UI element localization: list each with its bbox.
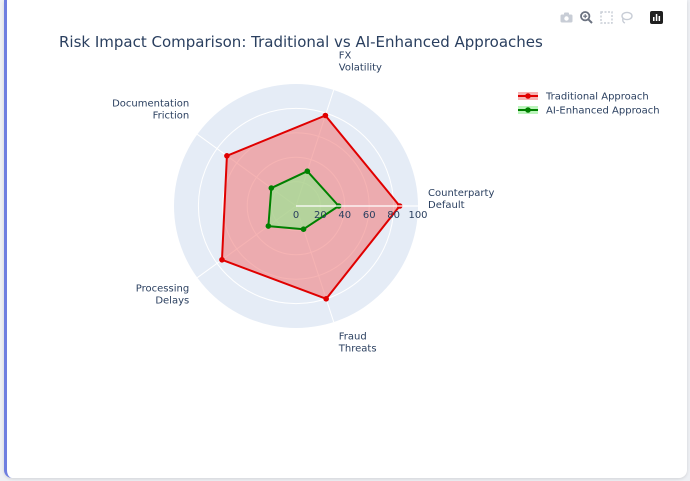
radial-tick-label: 0	[293, 210, 299, 221]
chart-title: Risk Impact Comparison: Traditional vs A…	[59, 33, 543, 51]
legend-label: Traditional Approach	[545, 92, 649, 103]
legend: Traditional Approach AI-Enhanced Approach	[518, 92, 660, 117]
legend-marker	[525, 107, 531, 113]
series-layer	[219, 112, 403, 302]
radial-tick-label: 20	[314, 210, 327, 221]
camera-icon[interactable]	[559, 10, 573, 24]
category-label: Counterparty Default	[428, 188, 494, 211]
radial-tick-label: 80	[387, 210, 400, 221]
radial-tick-label: 100	[408, 210, 427, 221]
plotly-logo-icon[interactable]	[649, 10, 663, 24]
legend-marker	[525, 93, 531, 99]
legend-label: AI-Enhanced Approach	[546, 106, 660, 117]
select-box-icon[interactable]	[599, 10, 613, 24]
category-label: FX Volatility	[339, 50, 382, 73]
data-point-ai-enhanced[interactable]	[268, 185, 275, 191]
legend-item-ai-enhanced[interactable]: AI-Enhanced Approach	[518, 106, 660, 117]
category-label: Documentation Friction	[112, 98, 189, 121]
data-point-traditional[interactable]	[323, 296, 329, 302]
lasso-icon[interactable]	[619, 10, 633, 24]
data-point-ai-enhanced[interactable]	[265, 223, 272, 229]
data-point-ai-enhanced[interactable]	[300, 226, 307, 233]
data-point-traditional[interactable]	[224, 153, 230, 159]
legend-item-traditional[interactable]: Traditional Approach	[518, 92, 649, 103]
angular-labels: Counterparty Default FX Volatility Documenta…	[112, 50, 494, 354]
category-label: Processing Delays	[136, 284, 189, 307]
zoom-icon[interactable]	[579, 10, 593, 24]
category-label: Fraud Threats	[338, 332, 377, 355]
series-area-ai-enhanced	[267, 170, 340, 231]
data-point-traditional[interactable]	[322, 112, 329, 119]
series-ai-enhanced	[265, 168, 342, 233]
radial-tick-label: 40	[338, 210, 351, 221]
modebar	[559, 10, 663, 24]
radial-tick-label: 60	[363, 210, 376, 221]
radial-ticks: 0 20 40 60 80 100	[293, 205, 428, 221]
data-point-ai-enhanced[interactable]	[304, 168, 311, 174]
data-point-traditional[interactable]	[219, 256, 225, 263]
